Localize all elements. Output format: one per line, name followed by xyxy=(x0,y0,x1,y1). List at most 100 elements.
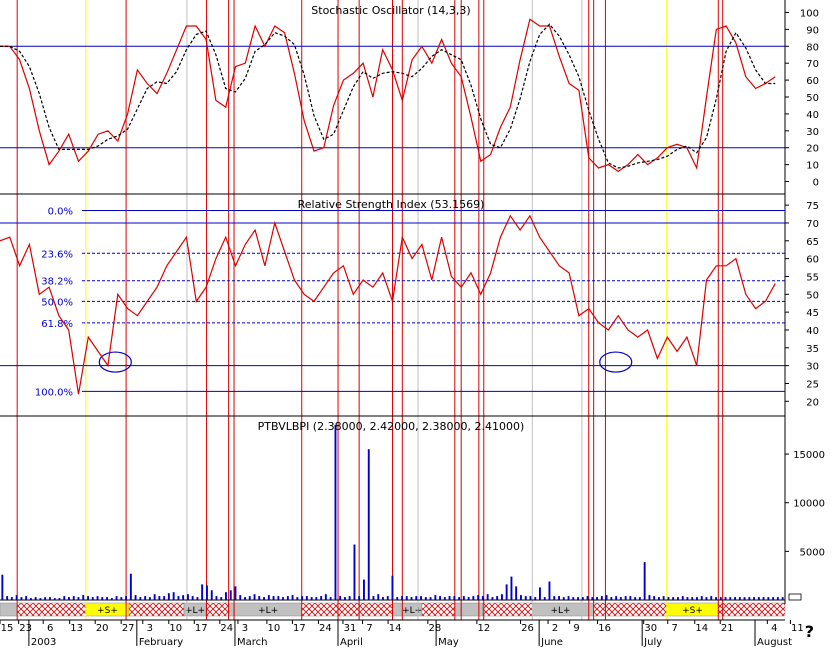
volume-bar xyxy=(263,597,265,600)
volume-bar xyxy=(410,597,413,600)
volume-bar xyxy=(96,596,99,600)
volume-title: PTBVLBPI (2.38000, 2.42000, 2.38000, 2.4… xyxy=(258,420,525,433)
volume-bar xyxy=(363,579,365,600)
volume-bar xyxy=(206,585,208,600)
volume-bar xyxy=(472,596,475,600)
volume-bar xyxy=(25,596,28,600)
rsi-highlight-ellipse xyxy=(98,351,132,373)
stochastic-y-tick-label: 30 xyxy=(806,127,819,138)
x-axis-month-label: March xyxy=(237,637,267,647)
volume-bar xyxy=(677,597,679,600)
volume-bar xyxy=(177,596,180,600)
x-axis-month-label: April xyxy=(340,637,363,647)
volume-bar xyxy=(705,597,708,600)
volume-bar xyxy=(558,596,560,600)
volume-bar xyxy=(229,590,232,600)
rsi-title: Relative Strength Index (53.1569) xyxy=(298,198,485,211)
timeline-band-label: +L+ xyxy=(402,606,422,616)
x-axis-month-label: May xyxy=(438,637,459,647)
volume-bar xyxy=(686,597,689,600)
volume-bar xyxy=(320,596,323,600)
rsi-y-tick-label: 55 xyxy=(806,272,819,283)
x-axis-day-label: 17 xyxy=(293,623,306,634)
volume-bar xyxy=(153,594,156,600)
fibonacci-level-label: 100.0% xyxy=(35,387,73,398)
x-axis-day-label: 14 xyxy=(389,623,402,634)
volume-bar xyxy=(172,592,175,600)
volume-bar xyxy=(201,584,204,600)
volume-bar xyxy=(167,593,170,600)
help-icon[interactable]: ? xyxy=(804,622,814,641)
timeline-band-label: +L+ xyxy=(185,606,205,616)
volume-bar xyxy=(344,597,346,600)
volume-bar xyxy=(329,597,332,600)
volume-bar xyxy=(486,594,489,600)
x-axis-day-label: 14 xyxy=(695,623,708,634)
x-axis-day-label: 16 xyxy=(598,623,611,634)
volume-bar xyxy=(82,595,85,600)
volume-bar xyxy=(6,596,9,600)
timeline-band xyxy=(718,602,786,617)
volume-bar xyxy=(267,595,270,600)
volume-bar xyxy=(1,574,4,600)
rsi-y-tick-label: 45 xyxy=(806,308,819,319)
x-axis-day-label: 28 xyxy=(428,623,441,634)
rsi-y-tick-label: 50 xyxy=(806,290,819,301)
volume-bar xyxy=(591,597,594,600)
volume-bar xyxy=(386,596,389,600)
volume-bar xyxy=(39,598,42,600)
volume-bar xyxy=(738,597,741,600)
volume-bar xyxy=(115,596,118,600)
stochastic-y-tick-label: 0 xyxy=(813,178,819,189)
volume-bar xyxy=(434,595,437,600)
volume-bar xyxy=(443,597,446,600)
volume-bar xyxy=(605,595,608,600)
volume-bar xyxy=(253,594,256,600)
volume-bar xyxy=(458,597,461,600)
timeline-band xyxy=(588,602,594,617)
timeline-band xyxy=(482,602,533,617)
stochastic-y-tick-label: 20 xyxy=(806,144,819,155)
x-axis-day-label: 10 xyxy=(268,623,281,634)
volume-bar xyxy=(762,597,765,600)
volume-bar xyxy=(572,597,575,600)
fibonacci-level-label: 50.0% xyxy=(41,297,73,308)
volume-bar xyxy=(377,594,380,600)
volume-bar xyxy=(286,596,289,600)
x-axis-day-label: 31 xyxy=(344,623,357,634)
volume-bar xyxy=(244,597,246,600)
volume-bar xyxy=(15,595,18,600)
volume-bar xyxy=(501,594,503,600)
volume-bar xyxy=(700,596,703,600)
fibonacci-level-label: 38.2% xyxy=(41,277,73,288)
x-axis-day-label: 6 xyxy=(47,623,53,634)
volume-bar xyxy=(634,597,637,600)
volume-bar xyxy=(581,597,584,600)
volume-bar xyxy=(91,597,94,600)
volume-bar xyxy=(619,597,622,600)
stochastic-y-tick-label: 40 xyxy=(806,110,819,121)
volume-bar xyxy=(129,573,132,600)
volume-bar xyxy=(757,597,760,600)
timeline-band xyxy=(392,602,403,617)
volume-bar xyxy=(358,596,361,600)
volume-bar xyxy=(405,596,408,600)
stochastic-k-line xyxy=(0,18,776,173)
volume-bar xyxy=(334,424,337,600)
x-axis-day-label: 20 xyxy=(96,623,109,634)
stochastic-y-tick-label: 70 xyxy=(806,59,819,70)
volume-bar xyxy=(225,592,227,600)
volume-bar xyxy=(553,596,556,600)
timeline-band-label: +S+ xyxy=(682,606,703,616)
x-axis-day-label: 13 xyxy=(70,623,83,634)
volume-bar xyxy=(520,595,522,600)
volume-bar xyxy=(72,596,75,600)
volume-bar xyxy=(58,598,61,600)
volume-bar xyxy=(515,586,518,600)
volume-bar xyxy=(196,597,199,600)
volume-bar xyxy=(101,597,104,600)
fibonacci-level-label: 0.0% xyxy=(48,206,73,217)
volume-bar xyxy=(163,596,166,600)
rsi-line xyxy=(0,214,776,395)
